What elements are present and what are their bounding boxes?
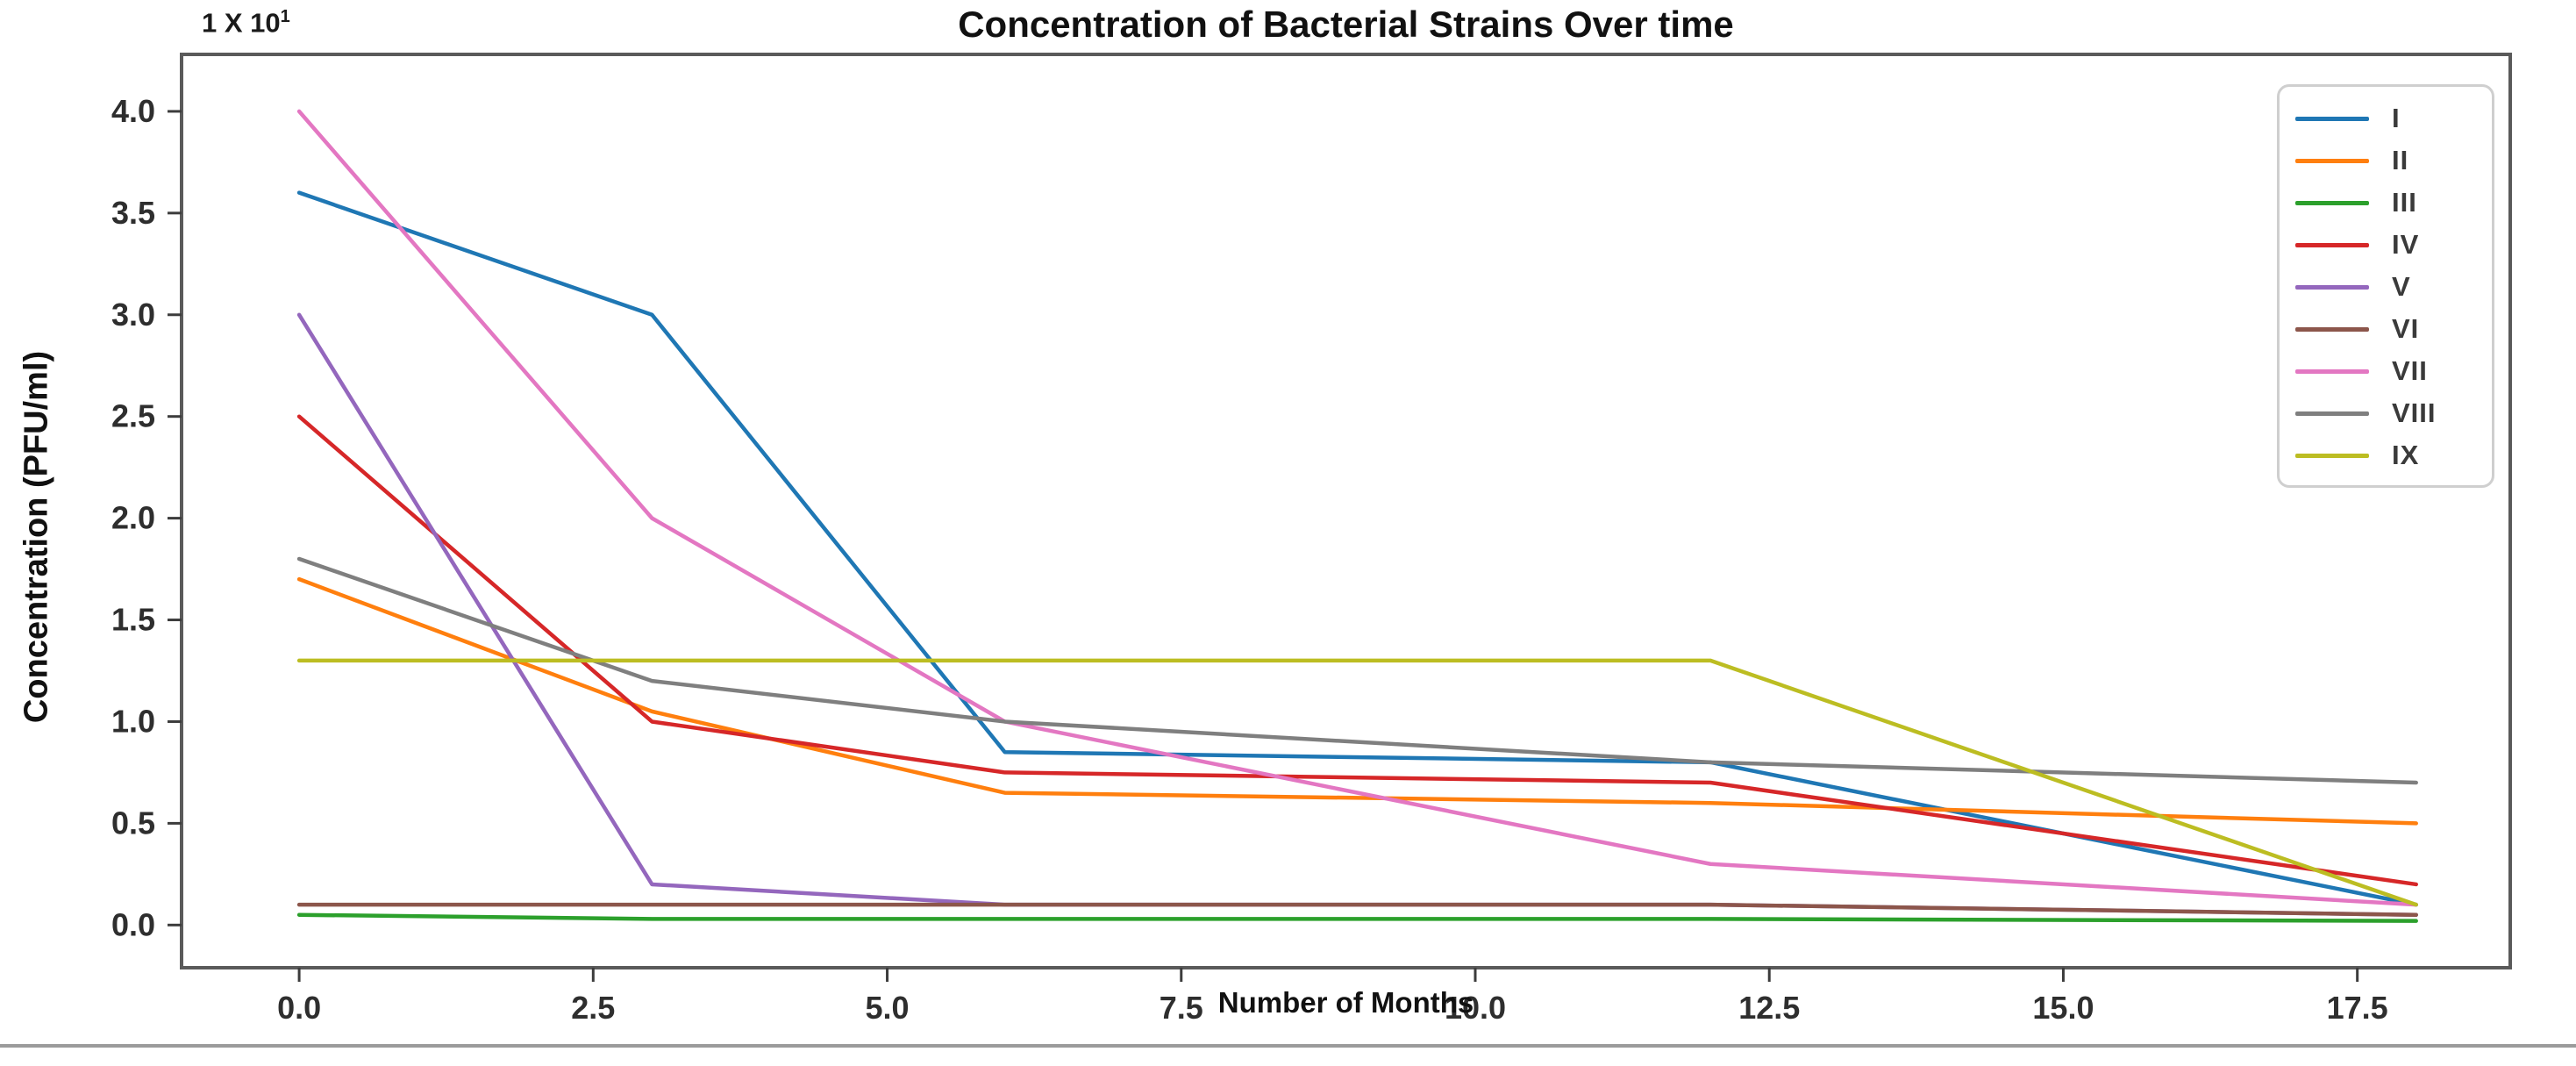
legend-item-V: V: [2295, 266, 2492, 308]
legend-label: VIII: [2392, 397, 2437, 428]
series-line-IX: [296, 658, 2418, 907]
legend-item-IX: IX: [2295, 434, 2492, 476]
x-tick-label: 0.0: [277, 990, 321, 1026]
legend-label: III: [2392, 187, 2417, 218]
legend-label: VII: [2392, 355, 2428, 386]
legend-item-VII: VII: [2295, 350, 2492, 392]
legend-swatch-I: [2295, 116, 2369, 121]
y-tick-label: 1.0: [111, 703, 155, 739]
legend-label: IV: [2392, 229, 2420, 260]
series-line-VI: [296, 902, 2418, 917]
y-axis-offset-base: 1 X 10: [202, 7, 281, 39]
plot-border: [180, 53, 2512, 969]
series-line-VII: [296, 109, 2418, 907]
y-tick-label: 1.5: [111, 602, 155, 638]
y-axis-offset-text: 1 X 101: [202, 7, 290, 39]
legend-label: I: [2392, 103, 2401, 133]
legend-label: V: [2392, 271, 2411, 302]
series-line-II: [296, 576, 2418, 826]
y-tick-label: 0.5: [111, 805, 155, 841]
x-tick-label: 12.5: [1738, 990, 1800, 1026]
legend-label: IX: [2392, 440, 2420, 470]
y-tick-label: 2.5: [111, 398, 155, 434]
series-line-VIII: [296, 556, 2418, 785]
y-axis-offset-exponent: 1: [280, 7, 290, 26]
legend-swatch-V: [2295, 284, 2369, 290]
x-tick-label: 17.5: [2327, 990, 2388, 1026]
legend-item-VIII: VIII: [2295, 392, 2492, 434]
legend-swatch-IX: [2295, 453, 2369, 458]
legend-label: VI: [2392, 313, 2420, 344]
x-axis-label: Number of Months: [1217, 986, 1474, 1019]
legend-item-IV: IV: [2295, 224, 2492, 266]
y-tick-label: 4.0: [111, 93, 155, 129]
x-tick-label: 15.0: [2032, 990, 2094, 1026]
legend-swatch-II: [2295, 158, 2369, 163]
x-tick-label: 2.5: [571, 990, 615, 1026]
y-tick-label: 3.0: [111, 297, 155, 333]
legend-item-I: I: [2295, 97, 2492, 140]
y-tick-label: 2.0: [111, 500, 155, 536]
series-line-III: [296, 912, 2418, 923]
legend-item-VI: VI: [2295, 308, 2492, 350]
x-tick-label: 5.0: [866, 990, 910, 1026]
legend-swatch-IV: [2295, 242, 2369, 247]
chart-title: Concentration of Bacterial Strains Over …: [958, 4, 1734, 45]
legend: I II III IV V VI VII VIII IX: [2277, 84, 2494, 488]
series-line-V: [296, 312, 2418, 917]
legend-swatch-VIII: [2295, 411, 2369, 416]
legend-label: II: [2392, 145, 2409, 175]
legend-swatch-III: [2295, 200, 2369, 205]
y-tick-label: 0.0: [111, 906, 155, 942]
bottom-divider: [0, 1044, 2576, 1048]
x-tick-label: 10.0: [1445, 990, 1506, 1026]
series-line-IV: [296, 414, 2418, 887]
legend-item-II: II: [2295, 140, 2492, 182]
legend-swatch-VII: [2295, 368, 2369, 374]
legend-item-III: III: [2295, 182, 2492, 224]
y-tick-label: 3.5: [111, 195, 155, 231]
x-tick-label: 7.5: [1160, 990, 1203, 1026]
legend-swatch-VI: [2295, 326, 2369, 332]
